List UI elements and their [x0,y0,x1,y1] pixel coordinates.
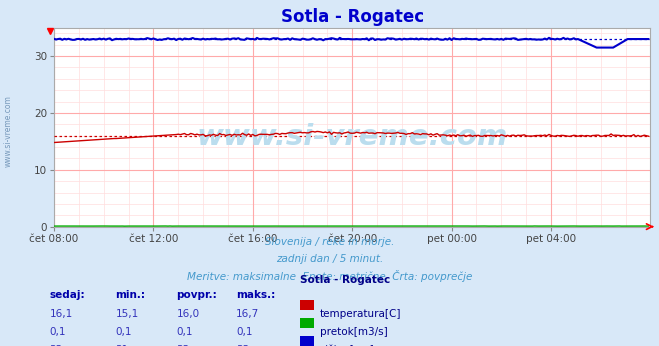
Text: 0,1: 0,1 [236,327,252,337]
Text: zadnji dan / 5 minut.: zadnji dan / 5 minut. [276,254,383,264]
Title: Sotla - Rogatec: Sotla - Rogatec [281,8,424,26]
Text: 15,1: 15,1 [115,309,138,319]
Text: 33: 33 [236,345,249,346]
Text: sedaj:: sedaj: [49,290,85,300]
Text: 0,1: 0,1 [177,327,193,337]
Text: višina[cm]: višina[cm] [320,345,374,346]
Text: 16,0: 16,0 [177,309,200,319]
Text: min.:: min.: [115,290,146,300]
Text: 33: 33 [177,345,190,346]
Text: 31: 31 [115,345,129,346]
Text: www.si-vreme.com: www.si-vreme.com [196,123,508,151]
Text: 16,7: 16,7 [236,309,259,319]
Text: 0,1: 0,1 [115,327,132,337]
Text: 33: 33 [49,345,63,346]
Text: temperatura[C]: temperatura[C] [320,309,401,319]
Text: Sotla - Rogatec: Sotla - Rogatec [300,275,390,285]
Text: 0,1: 0,1 [49,327,66,337]
Text: Slovenija / reke in morje.: Slovenija / reke in morje. [265,237,394,247]
Text: pretok[m3/s]: pretok[m3/s] [320,327,387,337]
Text: Meritve: maksimalne  Enote: metrične  Črta: povprečje: Meritve: maksimalne Enote: metrične Črta… [186,270,473,282]
Text: maks.:: maks.: [236,290,275,300]
Text: 16,1: 16,1 [49,309,72,319]
Text: www.si-vreme.com: www.si-vreme.com [4,95,13,167]
Text: povpr.:: povpr.: [177,290,217,300]
